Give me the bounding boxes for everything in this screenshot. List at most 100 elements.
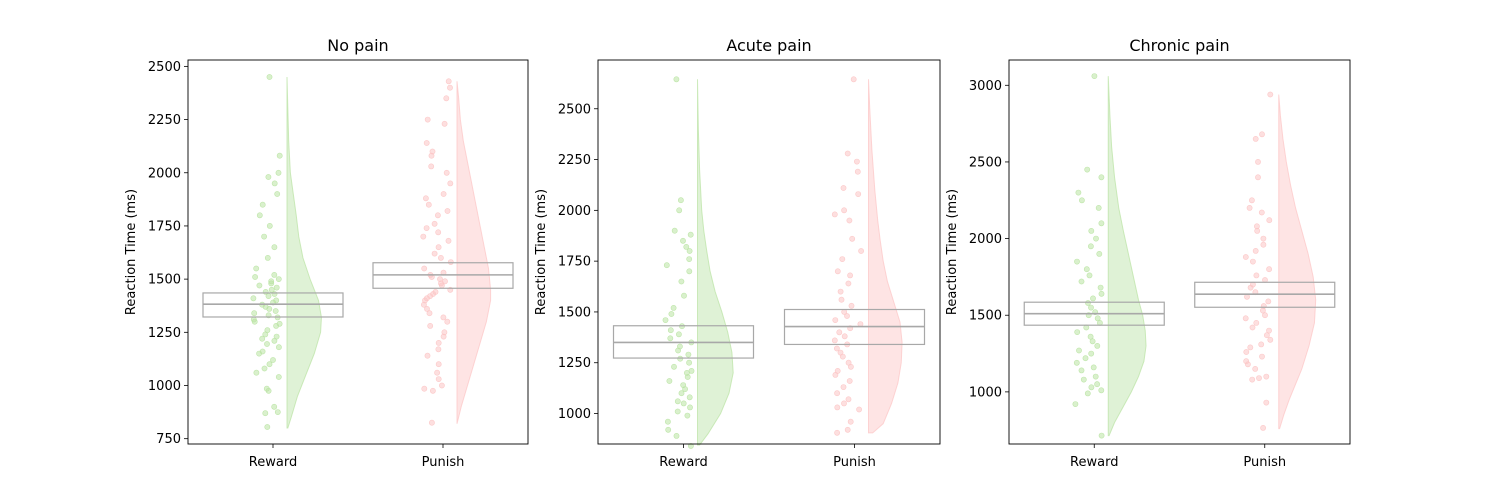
data-point-reward [686, 359, 692, 366]
data-point-reward [671, 227, 678, 234]
data-point-punish [420, 233, 427, 240]
chart-title: No pain [327, 36, 388, 55]
data-point-reward [1097, 284, 1104, 291]
data-point-reward [268, 278, 275, 285]
data-point-reward [272, 308, 279, 314]
data-point-reward [1088, 350, 1095, 357]
data-point-punish [841, 400, 847, 407]
data-point-punish [854, 168, 861, 175]
data-point-punish [846, 217, 853, 224]
data-point-punish [429, 148, 436, 155]
data-point-punish [1260, 424, 1266, 431]
data-point-punish [435, 339, 442, 346]
data-point-punish [834, 268, 841, 275]
data-point-punish [1260, 241, 1267, 248]
y-tick-label: 1750 [148, 219, 181, 234]
data-point-reward [1095, 204, 1102, 211]
data-point-punish [854, 158, 860, 165]
data-point-reward [264, 424, 271, 430]
y-tick-label: 2500 [969, 155, 1002, 170]
data-point-punish [447, 259, 454, 265]
data-point-reward [273, 333, 280, 340]
data-point-reward [1082, 355, 1089, 362]
data-point-reward [1090, 295, 1096, 302]
data-point-reward [266, 222, 273, 229]
data-point-punish [445, 237, 452, 244]
chart-title: Chronic pain [1129, 36, 1229, 55]
data-point-punish [1258, 341, 1265, 348]
data-point-reward [665, 418, 671, 425]
data-point-reward [265, 174, 272, 180]
data-point-punish [426, 310, 433, 317]
data-point-punish [1252, 247, 1259, 254]
data-point-punish [844, 426, 851, 433]
data-point-punish [424, 305, 430, 312]
x-tick-label: Reward [659, 455, 707, 470]
data-point-punish [858, 248, 864, 254]
x-tick-label: Punish [422, 455, 465, 470]
data-point-punish [1259, 353, 1265, 360]
data-point-punish [425, 201, 432, 208]
data-point-reward [1088, 227, 1095, 234]
data-point-reward [256, 282, 263, 289]
data-point-punish [443, 95, 450, 102]
data-point-reward [676, 207, 683, 214]
data-point-reward [1096, 250, 1103, 257]
y-tick-label: 2000 [969, 232, 1002, 247]
data-point-reward [1098, 220, 1105, 227]
data-point-reward [674, 398, 681, 405]
data-point-punish [1243, 358, 1250, 365]
data-point-reward [276, 152, 283, 159]
data-point-punish [1253, 319, 1260, 326]
data-point-reward [1083, 266, 1090, 273]
data-point-reward [688, 443, 694, 449]
data-point-reward [275, 169, 282, 176]
data-point-reward [1094, 315, 1101, 322]
data-point-reward [266, 361, 273, 368]
data-point-reward [1073, 359, 1080, 366]
data-point-reward [1090, 364, 1097, 371]
data-point-punish [1260, 235, 1267, 242]
x-tick-label: Punish [1243, 455, 1286, 470]
data-point-punish [856, 406, 862, 413]
data-point-punish [441, 120, 448, 127]
data-point-reward [1076, 347, 1082, 354]
y-tick-label: 2500 [558, 102, 591, 117]
data-point-reward [261, 365, 268, 372]
data-point-punish [437, 276, 443, 282]
data-point-punish [845, 359, 852, 366]
data-point-reward [274, 409, 281, 415]
data-point-reward [271, 180, 278, 187]
data-point-reward [250, 316, 257, 323]
data-point-reward [251, 310, 258, 317]
data-point-punish [1252, 365, 1259, 372]
data-point-punish [1267, 336, 1274, 343]
violin-reward [697, 79, 734, 446]
data-point-reward [1078, 278, 1085, 285]
data-point-reward [273, 284, 280, 291]
data-point-punish [435, 361, 442, 368]
data-point-reward [252, 274, 258, 280]
data-point-punish [834, 404, 841, 411]
data-point-reward [673, 76, 680, 83]
data-point-reward [266, 74, 273, 80]
data-point-reward [1098, 290, 1105, 297]
data-point-punish [1266, 327, 1272, 334]
data-point-punish [1249, 376, 1256, 383]
x-tick-label: Punish [833, 455, 876, 470]
data-point-reward [275, 344, 282, 351]
data-point-punish [427, 322, 434, 329]
violin-punish [868, 79, 903, 434]
data-point-reward [259, 335, 266, 342]
data-point-reward [262, 410, 269, 417]
data-point-punish [434, 212, 441, 219]
data-point-punish [429, 387, 436, 394]
data-point-punish [845, 280, 852, 287]
data-point-punish [435, 244, 442, 251]
data-point-reward [678, 278, 685, 285]
axes-frame [1008, 59, 1351, 445]
data-point-reward [1098, 387, 1105, 394]
data-point-reward [1091, 73, 1098, 79]
y-tick-label: 2500 [148, 60, 181, 75]
data-point-punish [1265, 298, 1272, 305]
